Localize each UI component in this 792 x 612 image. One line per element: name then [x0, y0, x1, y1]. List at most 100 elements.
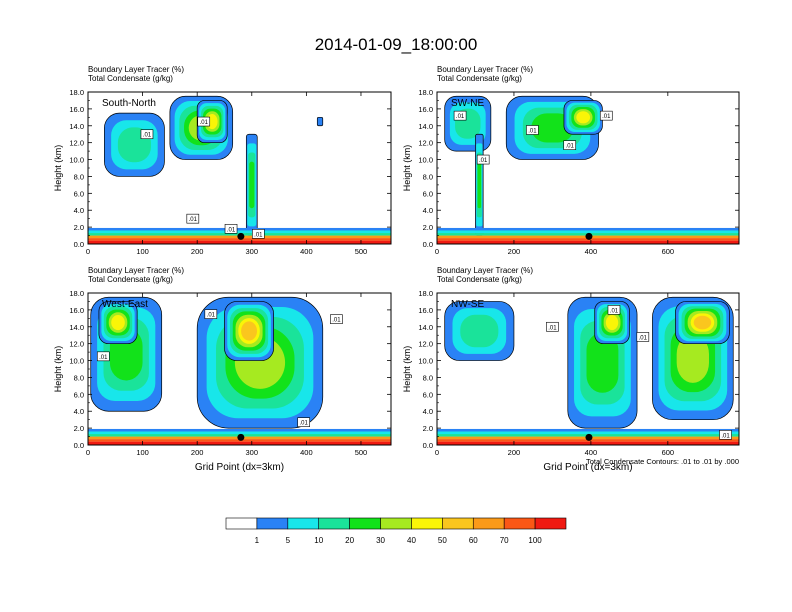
contour-label-box	[224, 224, 238, 234]
y-tick-label: 10.0	[418, 156, 433, 165]
colorbar-label: 30	[376, 536, 385, 545]
y-tick-label: 4.0	[423, 407, 433, 416]
contour-label-box	[204, 309, 218, 319]
contour-label: .01	[566, 144, 575, 150]
footnote: Total Condensate Contours: .01 to .01 by…	[586, 457, 739, 466]
panel-header-tracer: Boundary Layer Tracer (%)	[88, 266, 184, 275]
y-tick-label: 2.0	[74, 223, 84, 232]
colorbar-swatch	[380, 517, 412, 530]
y-axis-label: Height (km)	[53, 346, 63, 393]
colorbar-label: 60	[469, 536, 478, 545]
y-tick-label: 0.0	[74, 240, 84, 249]
contour-label: .01	[143, 133, 152, 139]
panel-plot-area: .01 .01 .01 .01	[437, 293, 739, 445]
colorbar-label: 10	[314, 536, 323, 545]
boundary-layer-band	[437, 441, 739, 445]
y-tick-label: 14.0	[69, 323, 84, 332]
panel-2: Boundary Layer Tracer (%)Total Condensat…	[402, 65, 740, 256]
boundary-layer-band	[88, 240, 391, 244]
y-tick-label: 4.0	[74, 407, 84, 416]
contour-label-box	[297, 417, 310, 428]
y-tick-label: 2.0	[423, 424, 433, 433]
location-marker	[585, 232, 593, 240]
x-tick-label: 400	[585, 247, 598, 256]
contour-label-box	[607, 305, 621, 315]
contour-line	[224, 301, 274, 361]
y-tick-label: 6.0	[423, 390, 433, 399]
contour-line	[104, 112, 165, 177]
y-tick-label: 16.0	[69, 306, 84, 315]
contour-label: .01	[602, 114, 611, 120]
colorbar-swatch	[318, 517, 350, 530]
x-tick-label: 100	[136, 247, 149, 256]
colorbar-swatch	[225, 517, 258, 530]
cloud-patch	[241, 321, 258, 341]
panel-header-tracer: Boundary Layer Tracer (%)	[437, 65, 533, 74]
x-tick-label: 0	[86, 448, 90, 457]
contour-line	[196, 296, 324, 429]
contour-label: .01	[639, 335, 648, 341]
contour-label: .01	[207, 313, 216, 319]
location-marker	[585, 433, 593, 441]
contour-label-box	[453, 110, 467, 121]
y-tick-label: 10.0	[69, 156, 84, 165]
figure-title: 2014-01-09_18:00:00	[315, 35, 478, 54]
panel-header-condensate: Total Condensate (g/kg)	[88, 275, 173, 284]
colorbar-label: 5	[286, 536, 291, 545]
colorbar-label: 50	[438, 536, 447, 545]
y-tick-label: 2.0	[423, 223, 433, 232]
y-tick-label: 18.0	[418, 289, 433, 298]
boundary-layer-band	[437, 431, 739, 435]
cloud-patch	[531, 113, 574, 143]
x-tick-label: 0	[86, 247, 90, 256]
panel-label: West-East	[102, 299, 148, 310]
y-tick-label: 4.0	[423, 206, 433, 215]
cloud-patch	[249, 161, 255, 209]
x-tick-label: 500	[355, 247, 368, 256]
contour-line	[567, 296, 638, 429]
contour-label-box	[719, 430, 732, 440]
x-tick-label: 600	[662, 448, 675, 457]
y-tick-label: 18.0	[69, 289, 84, 298]
x-tick-label: 0	[435, 247, 439, 256]
contour-line	[98, 301, 138, 345]
x-tick-label: 200	[508, 448, 521, 457]
contour-line	[169, 95, 234, 160]
panel-header-condensate: Total Condensate (g/kg)	[437, 275, 522, 284]
colorbar-label: 100	[528, 536, 542, 545]
panel-label: SW-NE	[451, 98, 484, 109]
y-tick-label: 18.0	[418, 88, 433, 97]
contour-label-box	[140, 129, 154, 140]
colorbar-swatch	[287, 517, 320, 530]
x-tick-label: 300	[246, 448, 259, 457]
contour-label: .01	[479, 158, 488, 164]
boundary-layer-band	[437, 230, 739, 234]
colorbar-swatch	[534, 517, 567, 530]
y-tick-label: 4.0	[74, 206, 84, 215]
panel-header-tracer: Boundary Layer Tracer (%)	[437, 266, 533, 275]
colorbar-label: 20	[345, 536, 354, 545]
y-tick-label: 6.0	[74, 189, 84, 198]
y-tick-label: 2.0	[74, 424, 84, 433]
panel-1: Boundary Layer Tracer (%)Total Condensat…	[53, 65, 392, 256]
boundary-layer-band	[437, 227, 739, 231]
cloud-patch	[477, 161, 482, 209]
y-tick-label: 12.0	[69, 139, 84, 148]
colorbar-label: 1	[255, 536, 260, 545]
colorbar-label: 70	[500, 536, 509, 545]
panel-header-condensate: Total Condensate (g/kg)	[437, 74, 522, 83]
y-tick-label: 14.0	[418, 323, 433, 332]
x-tick-label: 500	[355, 448, 368, 457]
cloud-patch	[693, 315, 712, 330]
cloud-patch	[576, 111, 591, 124]
panel-plot-area: .01 .01 .01 .01	[88, 293, 391, 445]
contour-label: .01	[200, 120, 209, 126]
boundary-layer-band	[88, 428, 391, 432]
colorbar-label: 40	[407, 536, 416, 545]
x-axis-label: Grid Point (dx=3km)	[195, 462, 284, 473]
contour-label: .01	[227, 227, 236, 233]
boundary-layer-band	[88, 441, 391, 445]
y-tick-label: 6.0	[423, 189, 433, 198]
contour-label-box	[563, 140, 577, 150]
